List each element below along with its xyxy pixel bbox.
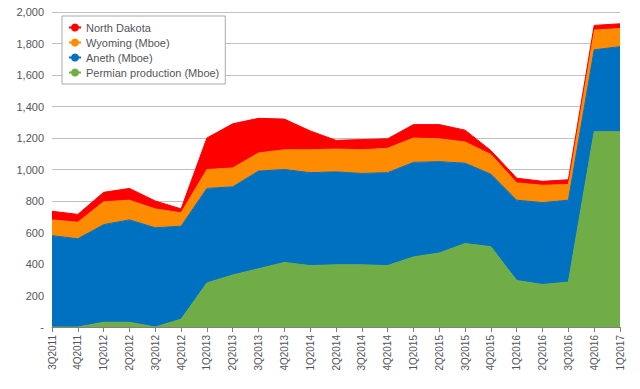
svg-text:2Q2013: 2Q2013 [227,335,238,371]
svg-text:800: 800 [26,195,44,207]
svg-text:4Q2014: 4Q2014 [382,335,393,371]
svg-text:Wyoming (Mboe): Wyoming (Mboe) [86,37,170,49]
svg-text:1,600: 1,600 [16,69,44,81]
svg-text:4Q2011: 4Q2011 [72,335,83,370]
svg-text:2Q2015: 2Q2015 [434,335,445,371]
svg-text:1Q2015: 1Q2015 [408,335,419,371]
svg-text:-: - [40,321,44,333]
svg-text:3Q2011: 3Q2011 [47,335,58,370]
svg-text:4Q2016: 4Q2016 [589,335,600,371]
svg-text:1,800: 1,800 [16,38,44,50]
svg-text:600: 600 [26,227,44,239]
svg-text:2,000: 2,000 [16,6,44,18]
svg-text:1Q2012: 1Q2012 [98,335,109,371]
svg-text:3Q2015: 3Q2015 [460,335,471,371]
svg-text:3Q2012: 3Q2012 [150,335,161,371]
svg-text:1Q2013: 1Q2013 [201,335,212,371]
svg-text:4Q2013: 4Q2013 [279,335,290,371]
svg-text:North Dakota: North Dakota [86,22,152,34]
svg-text:3Q2014: 3Q2014 [356,335,367,371]
svg-text:1Q2017: 1Q2017 [615,335,626,371]
svg-text:400: 400 [26,258,44,270]
svg-text:3Q2013: 3Q2013 [253,335,264,371]
svg-text:2Q2016: 2Q2016 [537,335,548,371]
svg-text:200: 200 [26,290,44,302]
svg-text:1Q2014: 1Q2014 [305,335,316,371]
svg-text:3Q2016: 3Q2016 [563,335,574,371]
svg-text:Permian production (Mboe): Permian production (Mboe) [86,67,219,79]
svg-text:2Q2014: 2Q2014 [331,335,342,371]
svg-text:2Q2012: 2Q2012 [124,335,135,371]
svg-text:4Q2015: 4Q2015 [485,335,496,371]
svg-text:Aneth (Mboe): Aneth (Mboe) [86,52,153,64]
svg-text:1,000: 1,000 [16,164,44,176]
svg-text:1Q2016: 1Q2016 [511,335,522,371]
svg-text:1,200: 1,200 [16,132,44,144]
svg-text:1,400: 1,400 [16,101,44,113]
svg-text:4Q2012: 4Q2012 [176,335,187,371]
